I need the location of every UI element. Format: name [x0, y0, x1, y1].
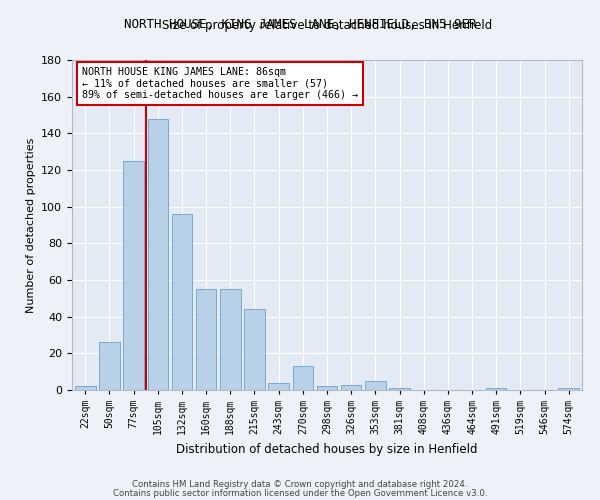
Bar	[124, 161, 144, 390]
Bar	[148, 118, 168, 390]
Bar	[341, 384, 361, 390]
Bar	[486, 388, 506, 390]
Text: Contains HM Land Registry data © Crown copyright and database right 2024.: Contains HM Land Registry data © Crown c…	[132, 480, 468, 489]
Bar	[172, 214, 192, 390]
Text: NORTH HOUSE KING JAMES LANE: 86sqm
← 11% of detached houses are smaller (57)
89%: NORTH HOUSE KING JAMES LANE: 86sqm ← 11%…	[82, 66, 358, 100]
Bar	[196, 289, 217, 390]
Bar	[75, 386, 95, 390]
Bar	[220, 289, 241, 390]
Text: Contains public sector information licensed under the Open Government Licence v3: Contains public sector information licen…	[113, 489, 487, 498]
Bar	[244, 310, 265, 390]
Y-axis label: Number of detached properties: Number of detached properties	[26, 138, 35, 312]
Bar	[99, 342, 120, 390]
Bar	[268, 382, 289, 390]
Bar	[293, 366, 313, 390]
Bar	[365, 381, 386, 390]
Title: Size of property relative to detached houses in Henfield: Size of property relative to detached ho…	[162, 20, 492, 32]
Text: NORTH HOUSE, KING JAMES LANE, HENFIELD, BN5 9ER: NORTH HOUSE, KING JAMES LANE, HENFIELD, …	[124, 18, 476, 30]
X-axis label: Distribution of detached houses by size in Henfield: Distribution of detached houses by size …	[176, 442, 478, 456]
Bar	[317, 386, 337, 390]
Bar	[559, 388, 579, 390]
Bar	[389, 388, 410, 390]
